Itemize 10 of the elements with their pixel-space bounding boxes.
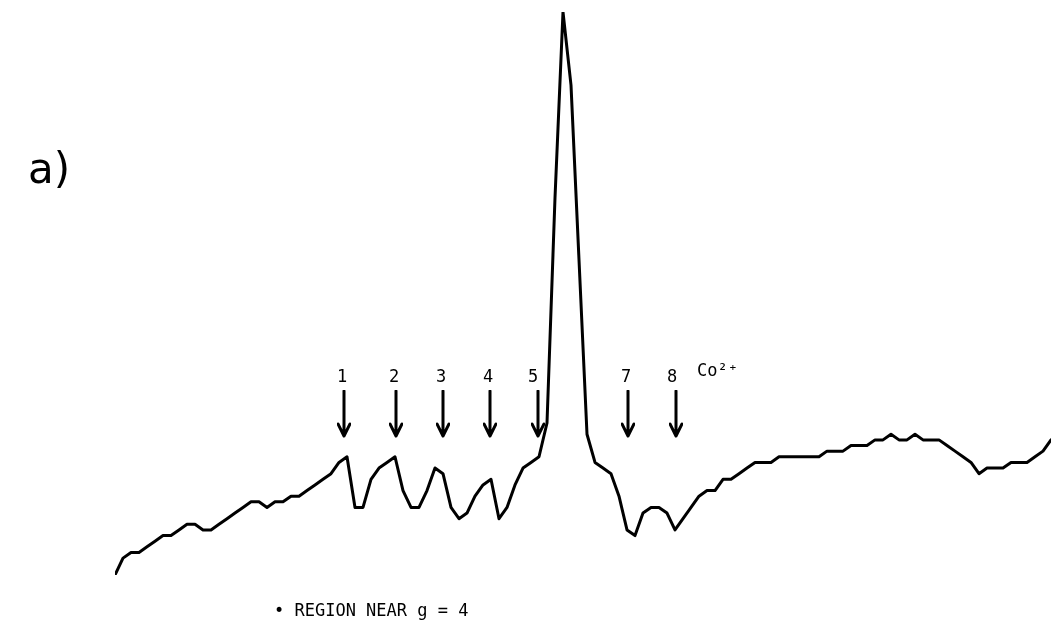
annotation: 1: [337, 366, 348, 386]
text: • REGION NEAR g = 4: [274, 600, 469, 620]
annotation: 5: [528, 366, 539, 386]
annotation: Co²⁺: [697, 360, 738, 380]
annotation: 3: [436, 366, 447, 386]
annotation: 2: [389, 366, 400, 386]
annotation: 7: [621, 366, 632, 386]
annotation: 8: [667, 366, 678, 386]
annotation: 4: [483, 366, 494, 386]
text: a): [28, 144, 71, 193]
